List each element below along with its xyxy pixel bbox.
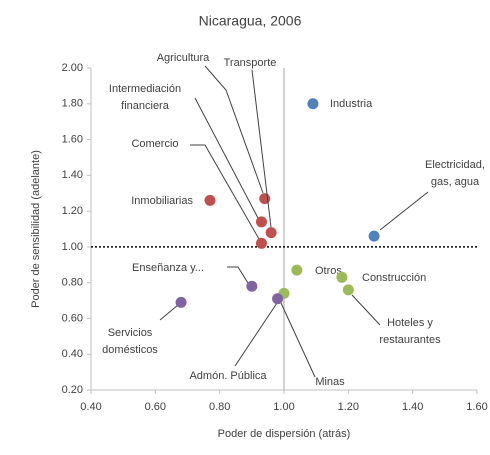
- x-tick-label: 0.60: [145, 401, 166, 413]
- point: [307, 98, 319, 110]
- leader-line: [159, 304, 179, 321]
- point: [259, 193, 271, 205]
- leader-line: [204, 65, 264, 194]
- chart-title: Nicaragua, 2006: [199, 13, 302, 29]
- leader-line: [351, 294, 381, 326]
- leader-line: [234, 296, 282, 367]
- point: [265, 227, 277, 239]
- y-axis-title: Poder de sensibilidad (adelante): [30, 150, 42, 308]
- y-tick-label: 0.20: [62, 384, 83, 396]
- point-label: Agricultura: [157, 52, 210, 64]
- point: [336, 271, 348, 283]
- point: [175, 296, 187, 308]
- y-tick-label: 0.60: [62, 312, 83, 324]
- point: [255, 237, 267, 249]
- point-label: Inmobiliarias: [131, 195, 193, 207]
- point-label: Industria: [330, 98, 373, 110]
- leader-line: [379, 191, 429, 231]
- x-axis-title: Poder de dispersión (atrás): [218, 428, 351, 440]
- y-tick-label: 1.60: [62, 133, 83, 145]
- y-tick-label: 0.40: [62, 348, 83, 360]
- point-label: financiera: [121, 100, 170, 112]
- y-tick-label: 0.80: [62, 277, 83, 289]
- x-tick-label: 1.00: [273, 401, 294, 413]
- leader-line: [190, 144, 260, 240]
- point: [255, 216, 267, 228]
- point: [272, 293, 284, 305]
- x-tick-label: 1.20: [338, 401, 359, 413]
- y-tick-label: 1.20: [62, 205, 83, 217]
- point-label: Admón. Pública: [189, 370, 267, 382]
- y-tick-label: 1.40: [62, 169, 83, 181]
- point-label: Construcción: [362, 272, 426, 284]
- point-label: gas, agua: [431, 176, 480, 188]
- leader-line: [280, 302, 316, 378]
- point-label: Hoteles y: [387, 317, 433, 329]
- point-label: Intermediación: [109, 83, 181, 95]
- y-tick-label: 1.80: [62, 98, 83, 110]
- point: [368, 230, 380, 242]
- x-tick-label: 0.80: [209, 401, 230, 413]
- point-label: Enseñanza y...: [132, 262, 204, 274]
- point: [246, 280, 258, 292]
- point-label: Comercio: [131, 138, 178, 150]
- y-tick-label: 1.00: [62, 241, 83, 253]
- point-label: Electricidad,: [425, 159, 485, 171]
- y-tick-label: 2.00: [62, 62, 83, 74]
- point-label: Transporte: [224, 57, 277, 69]
- point-label: restaurantes: [379, 334, 441, 346]
- point-label: Otros: [315, 265, 342, 277]
- x-tick-label: 1.60: [466, 401, 487, 413]
- point: [291, 264, 303, 276]
- x-tick-label: 1.40: [402, 401, 423, 413]
- leader-line: [194, 97, 259, 219]
- point: [342, 284, 354, 296]
- x-tick-label: 0.40: [80, 401, 101, 413]
- leader-line: [227, 266, 249, 284]
- point-label: domésticos: [102, 344, 158, 356]
- point-label: Minas: [315, 376, 345, 388]
- point-label: Servicios: [108, 327, 153, 339]
- point: [204, 194, 216, 206]
- leader-line: [251, 69, 272, 228]
